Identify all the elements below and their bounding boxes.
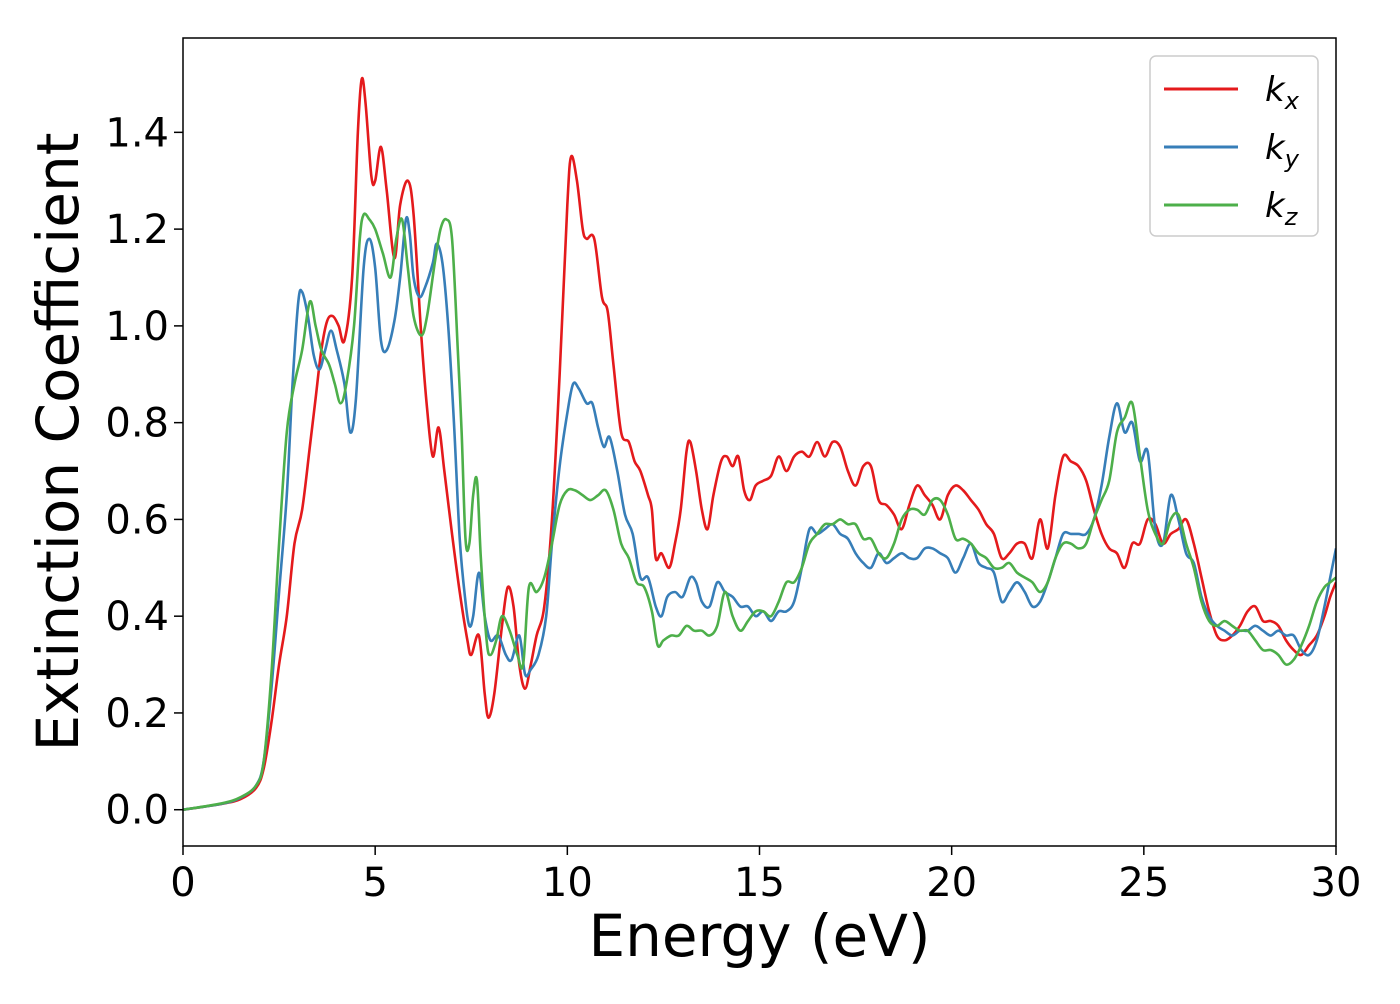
x-tick-label: 10: [542, 860, 593, 906]
legend: kx ky kz: [1149, 55, 1319, 237]
series-line-k-y: [183, 215, 1336, 811]
y-tick-label: 0.0: [105, 788, 169, 834]
y-tick-label: 1.0: [105, 304, 169, 350]
y-tick-label: 0.8: [105, 401, 169, 447]
x-tick-label: 20: [926, 860, 977, 906]
legend-label-k-x: kx: [1265, 70, 1300, 115]
series-layer: [183, 76, 1336, 811]
y-tick-label: 0.2: [105, 691, 169, 737]
legend-label-k-z: kz: [1265, 186, 1299, 231]
series-line-k-x: [183, 76, 1336, 811]
legend-label-k-y: ky: [1265, 128, 1300, 173]
y-tick-label: 0.6: [105, 497, 169, 543]
x-tick-label: 5: [362, 860, 387, 906]
y-axis-label: Extinction Coefficient: [24, 133, 92, 752]
series-line-k-z: [183, 212, 1336, 811]
x-axis-label: Energy (eV): [588, 902, 930, 970]
x-tick-label: 30: [1311, 860, 1362, 906]
x-tick-label: 15: [734, 860, 785, 906]
y-axis-ticks: 0.0 0.2 0.4 0.6 0.8 1.0 1.2 1.4: [105, 110, 183, 834]
x-axis-ticks: 0 5 10 15 20 25 30: [170, 846, 1361, 906]
y-tick-label: 1.4: [105, 110, 169, 156]
y-tick-label: 1.2: [105, 207, 169, 253]
x-tick-label: 25: [1118, 860, 1169, 906]
y-tick-label: 0.4: [105, 594, 169, 640]
x-tick-label: 0: [170, 860, 195, 906]
